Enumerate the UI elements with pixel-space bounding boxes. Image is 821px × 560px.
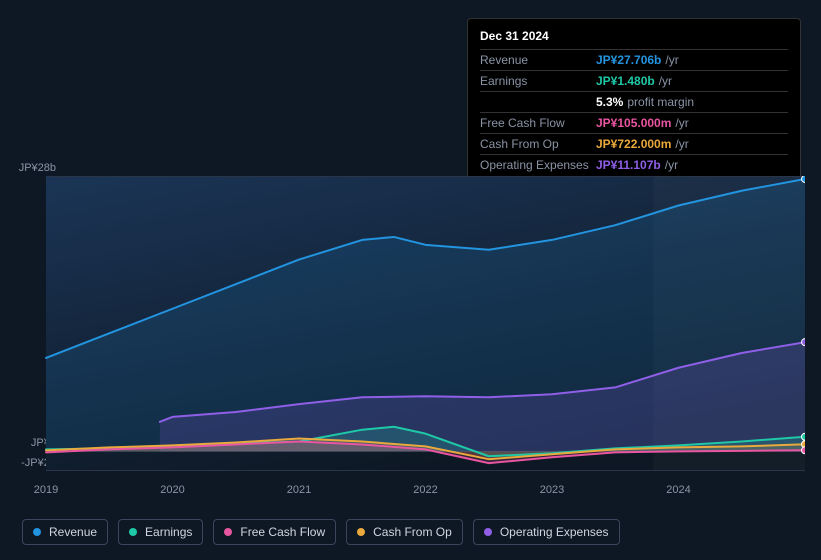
- legend: Revenue Earnings Free Cash Flow Cash From O…: [22, 519, 620, 545]
- y-tick-label: JP¥28b: [16, 162, 56, 174]
- tooltip-row-value: JP¥105.000m: [596, 116, 671, 130]
- tooltip-rows: RevenueJP¥27.706b/yrEarningsJP¥1.480b/yr…: [480, 49, 788, 175]
- root: Dec 31 2024 RevenueJP¥27.706b/yrEarnings…: [0, 0, 821, 560]
- x-tick-label: 2021: [287, 484, 311, 496]
- chart-svg: [16, 176, 805, 471]
- legend-item[interactable]: Revenue: [22, 519, 108, 545]
- x-tick-label: 2020: [160, 484, 184, 496]
- chart-plot: [16, 176, 805, 471]
- legend-item[interactable]: Free Cash Flow: [213, 519, 336, 545]
- series-end-marker: [802, 339, 806, 346]
- series-end-marker: [802, 447, 806, 454]
- x-tick-label: 2023: [540, 484, 564, 496]
- tooltip-row: RevenueJP¥27.706b/yr: [480, 49, 788, 70]
- tooltip-row: EarningsJP¥1.480b/yr: [480, 70, 788, 91]
- tooltip-row-unit: /yr: [665, 158, 678, 172]
- tooltip-row: Free Cash FlowJP¥105.000m/yr: [480, 112, 788, 133]
- tooltip-row-value: 5.3%: [596, 95, 623, 109]
- legend-dot-icon: [484, 528, 492, 536]
- tooltip-row-unit: /yr: [665, 53, 678, 67]
- legend-label: Earnings: [145, 525, 192, 539]
- tooltip-row: 5.3% profit margin: [480, 91, 788, 112]
- tooltip-row-label: Free Cash Flow: [480, 116, 596, 130]
- legend-dot-icon: [129, 528, 137, 536]
- x-tick-label: 2024: [666, 484, 690, 496]
- tooltip-row-unit: /yr: [675, 116, 688, 130]
- x-tick-label: 2019: [34, 484, 58, 496]
- legend-item[interactable]: Earnings: [118, 519, 203, 545]
- legend-dot-icon: [224, 528, 232, 536]
- series-end-marker: [802, 433, 806, 440]
- tooltip-row-label: Earnings: [480, 74, 596, 88]
- tooltip-row-value: JP¥27.706b: [596, 53, 661, 67]
- legend-dot-icon: [357, 528, 365, 536]
- series-end-marker: [802, 176, 806, 182]
- tooltip-row-label: Cash From Op: [480, 137, 596, 151]
- x-tick-label: 2022: [413, 484, 437, 496]
- tooltip-row: Operating ExpensesJP¥11.107b/yr: [480, 154, 788, 175]
- tooltip-row-unit: /yr: [675, 137, 688, 151]
- legend-label: Operating Expenses: [500, 525, 609, 539]
- tooltip-date: Dec 31 2024: [480, 25, 788, 49]
- legend-label: Revenue: [49, 525, 97, 539]
- tooltip-row-value: JP¥11.107b: [596, 158, 661, 172]
- legend-item[interactable]: Cash From Op: [346, 519, 463, 545]
- legend-item[interactable]: Operating Expenses: [473, 519, 620, 545]
- tooltip-panel: Dec 31 2024 RevenueJP¥27.706b/yrEarnings…: [467, 18, 801, 184]
- legend-label: Cash From Op: [373, 525, 452, 539]
- tooltip-row-unit: /yr: [659, 74, 672, 88]
- tooltip-row-value: JP¥1.480b: [596, 74, 655, 88]
- tooltip-row: Cash From OpJP¥722.000m/yr: [480, 133, 788, 154]
- tooltip-row-label: Operating Expenses: [480, 158, 596, 172]
- legend-label: Free Cash Flow: [240, 525, 325, 539]
- tooltip-row-value: JP¥722.000m: [596, 137, 671, 151]
- tooltip-row-label: Revenue: [480, 53, 596, 67]
- tooltip-row-unit: profit margin: [627, 95, 694, 109]
- x-axis: 2019 2020 2021 2022 2023 2024: [16, 482, 805, 502]
- legend-dot-icon: [33, 528, 41, 536]
